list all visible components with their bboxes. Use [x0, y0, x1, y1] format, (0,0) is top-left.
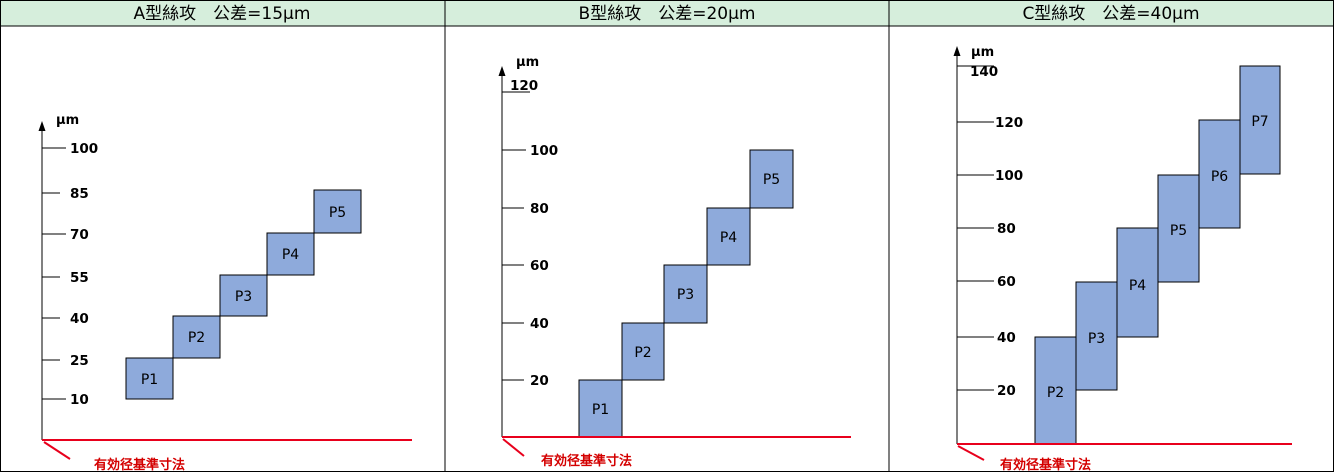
- panel-a-tick-label-100: 100: [70, 141, 98, 157]
- panel-c-unit-label: μm: [971, 45, 994, 60]
- panel-a-box-p2: [172, 315, 221, 359]
- panel-a-box-p3: [219, 274, 268, 317]
- panel-a-box-p5-label: P5: [329, 205, 346, 221]
- panel-b-box-p1: [578, 379, 623, 438]
- panel-c-tick-label-120: 120: [995, 115, 1023, 131]
- panel-c-tick-label-80: 80: [997, 221, 1016, 237]
- panel-b-tick-label-40: 40: [530, 316, 549, 332]
- panel-a-box-p4-label: P4: [282, 247, 299, 263]
- panel-b-box-p1-label: P1: [592, 402, 609, 418]
- panel-b-box-p5: [749, 149, 794, 209]
- panel-c-reference-leader: [957, 445, 985, 461]
- panel-a-box-p2-label: P2: [188, 330, 205, 346]
- panel-b-tick-label-80: 80: [530, 201, 549, 217]
- panel-b-tick-label-100: 100: [530, 143, 558, 159]
- panel-c-box-p7: [1239, 65, 1281, 175]
- panel-a-unit-label: μm: [56, 113, 79, 128]
- panel-c-tick-label-60: 60: [997, 274, 1016, 290]
- panel-b: μm 120 100 80 60 40 20 P1 P2 P3 P4 P5 有効…: [498, 55, 851, 469]
- panel-a-box-p1: [125, 357, 174, 400]
- panel-b-tick-label-60: 60: [530, 258, 549, 274]
- panel-a-tick-label-85: 85: [70, 186, 89, 202]
- panel-a-box-p3-label: P3: [235, 289, 252, 305]
- panel-c-box-p5: [1157, 174, 1200, 283]
- panel-c-box-p6: [1198, 119, 1241, 229]
- panel-c-box-p4-label: P4: [1129, 278, 1146, 294]
- panel-b-tick-label-20: 20: [530, 373, 549, 389]
- panel-c-tick-label-100: 100: [995, 168, 1023, 184]
- panel-b-unit-label: μm: [516, 55, 539, 70]
- panel-b-box-p5-label: P5: [763, 172, 780, 188]
- panel-a-title: A型絲攻 公差=15μm: [134, 4, 311, 24]
- header-band: [0, 0, 1334, 26]
- panel-c-tick-label-20: 20: [997, 383, 1016, 399]
- panel-c-reference-label: 有効径基準寸法: [1000, 457, 1091, 472]
- panel-c: μm 140 120 100 80 60 40 20 P2 P3 P4 P5 P…: [953, 45, 1292, 472]
- panel-a-tick-label-55: 55: [70, 270, 89, 286]
- panel-a-tick-label-25: 25: [70, 353, 89, 369]
- panel-c-box-p6-label: P6: [1211, 169, 1228, 185]
- panel-a-tick-label-40: 40: [70, 311, 89, 327]
- panel-b-box-p2-label: P2: [634, 345, 651, 361]
- panel-a-box-p5: [313, 189, 362, 234]
- panel-b-box-p3: [663, 264, 708, 324]
- panel-a-tick-label-10: 10: [70, 392, 89, 408]
- panel-b-box-p3-label: P3: [677, 287, 694, 303]
- panel-a-box-p4: [266, 232, 315, 276]
- panel-a-box-p1-label: P1: [141, 372, 158, 388]
- panel-b-reference-label: 有効径基準寸法: [541, 453, 632, 469]
- panel-a-tick-label-70: 70: [70, 227, 89, 243]
- panel-b-reference-leader: [502, 438, 525, 457]
- panel-b-box-p2: [621, 322, 665, 381]
- panel-c-tick-label-140: 140: [970, 64, 998, 80]
- panel-b-tick-label-120: 120: [510, 78, 538, 94]
- panel-c-box-p2: [1034, 336, 1077, 445]
- panel-a-reference-label: 有効径基準寸法: [94, 457, 185, 472]
- panel-a-reference-leader: [43, 441, 71, 460]
- panel-c-tick-label-40: 40: [997, 330, 1016, 346]
- panel-a: μm 100 85 70 55 40 25 10 P1 P2 P3 P4 P5 …: [38, 113, 412, 472]
- panel-c-title: C型絲攻 公差=40μm: [1022, 4, 1199, 24]
- panel-c-box-p5-label: P5: [1170, 223, 1187, 239]
- panel-c-box-p7-label: P7: [1251, 114, 1268, 130]
- panel-b-axis-arrowhead: [498, 66, 506, 76]
- panel-a-axis-arrowhead: [38, 121, 46, 131]
- panel-c-box-p3-label: P3: [1088, 331, 1105, 347]
- panel-b-title: B型絲攻 公差=20μm: [579, 4, 756, 24]
- panel-c-box-p4: [1116, 227, 1159, 338]
- panel-c-axis-arrowhead: [953, 46, 961, 56]
- panel-c-box-p2-label: P2: [1047, 385, 1064, 401]
- panel-b-box-p4-label: P4: [720, 230, 737, 246]
- panel-b-box-p4: [706, 207, 751, 266]
